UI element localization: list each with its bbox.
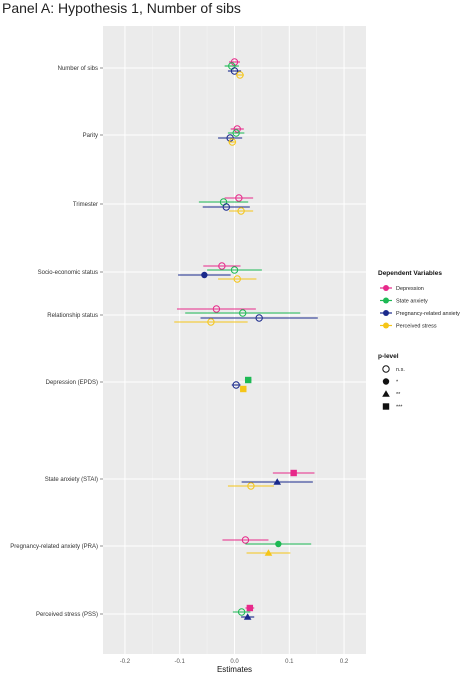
estimate-point xyxy=(237,207,245,215)
estimate-point xyxy=(232,381,240,389)
shape-legend-entries: n.s.****** xyxy=(382,365,405,411)
chart-title: Panel A: Hypothesis 1, Number of sibs xyxy=(2,0,241,16)
legend-label: Depression xyxy=(396,286,424,292)
y-tick-label: Pregnancy-related anxiety (PRA) xyxy=(10,544,98,550)
shape-legend-marker xyxy=(382,378,390,385)
estimate-point xyxy=(230,67,239,75)
estimate-point xyxy=(243,613,252,620)
estimate-point xyxy=(230,266,239,274)
y-tick-label: Perceived stress (PSS) xyxy=(36,612,98,618)
y-axis-labels: Number of sibs Parity Trimester Socio-econo… xyxy=(10,66,103,618)
legend-swatch xyxy=(383,285,389,291)
shape-legend-marker xyxy=(382,365,390,373)
estimate-point xyxy=(246,604,254,612)
x-tick-label: -0.2 xyxy=(120,659,131,665)
legend-entries: Depression State anxiety Pregnancy-related… xyxy=(380,285,460,330)
legend-label: Perceived stress xyxy=(396,324,437,330)
estimate-point xyxy=(264,549,273,556)
shape-legend-label: * xyxy=(396,380,399,386)
legend-swatch xyxy=(383,322,389,329)
estimate-point xyxy=(226,134,234,142)
estimate-point xyxy=(236,71,244,79)
y-tick-label: Relationship status xyxy=(47,313,98,319)
x-tick-label: 0.0 xyxy=(230,659,239,665)
estimate-point xyxy=(201,271,208,279)
estimate-point xyxy=(233,125,241,133)
x-tick-label: -0.1 xyxy=(175,659,186,665)
estimate-marks xyxy=(174,58,318,620)
x-axis-title: Estimates xyxy=(217,665,252,674)
y-tick-label: Number of sibs xyxy=(58,66,98,72)
minor-gridlines xyxy=(152,26,317,654)
estimate-point xyxy=(247,482,255,490)
estimate-point xyxy=(273,478,282,485)
y-tick-label: Depression (EPDS) xyxy=(46,380,98,386)
shape-legend-label: ** xyxy=(396,392,401,398)
y-tick-label: Socio-economic status xyxy=(38,270,98,276)
estimate-point xyxy=(232,129,240,137)
y-tick-label: Parity xyxy=(83,133,98,139)
x-tick-label: 0.1 xyxy=(285,659,294,665)
estimate-point xyxy=(235,194,243,202)
legend-swatch xyxy=(383,297,389,304)
legend-title: Dependent Variables xyxy=(378,270,442,277)
estimate-point xyxy=(244,376,252,384)
estimate-point xyxy=(218,262,226,270)
estimate-point xyxy=(207,318,215,326)
legend-dependent-variables: Dependent Variables Depression State anxi… xyxy=(378,270,460,330)
y-tick-label: Trimester xyxy=(73,202,98,208)
shape-legend-label: *** xyxy=(396,405,403,411)
x-tick-label: 0.2 xyxy=(340,659,349,665)
estimate-point xyxy=(241,536,250,544)
estimate-point xyxy=(255,314,263,322)
shape-legend-marker xyxy=(382,390,390,397)
estimate-point xyxy=(290,469,297,477)
shape-legend-label: n.s. xyxy=(396,367,405,373)
estimate-point xyxy=(212,305,221,313)
estimate-point xyxy=(228,138,237,146)
x-axis-labels: -0.2 -0.1 0.0 0.1 0.2 xyxy=(120,659,349,665)
estimate-point xyxy=(233,275,241,283)
estimate-point xyxy=(239,309,247,317)
estimate-point xyxy=(240,385,247,393)
legend-swatch xyxy=(383,310,389,316)
legend-label: Pregnancy-related anxiety xyxy=(396,311,460,317)
shape-legend-title: p-level xyxy=(378,353,399,360)
estimate-point xyxy=(222,203,230,211)
estimate-point xyxy=(237,608,246,616)
legend-label: State anxiety xyxy=(396,299,428,305)
shape-legend-marker xyxy=(382,403,390,410)
y-tick-label: State anxiety (STAI) xyxy=(45,477,98,483)
legend-p-level: p-level n.s.****** xyxy=(378,353,405,411)
estimate-point xyxy=(275,540,282,548)
